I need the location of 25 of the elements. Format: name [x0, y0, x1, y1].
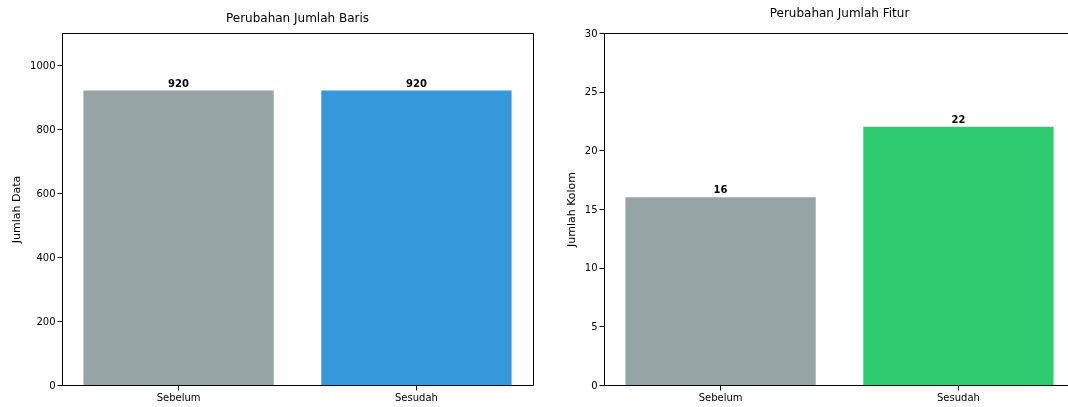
y-tick-label: 1000	[30, 59, 56, 71]
x-tick-label: Sesudah	[937, 391, 980, 403]
y-tick-label: 20	[584, 144, 598, 156]
chart-title: Perubahan Jumlah Fitur	[769, 6, 910, 20]
y-tick-label: 600	[36, 187, 56, 199]
y-axis-title: Jumlah Data	[10, 175, 24, 245]
y-tick-label: 0	[591, 379, 598, 391]
y-tick-label: 200	[36, 315, 56, 327]
x-tick-label: Sebelum	[698, 391, 743, 403]
y-tick-label: 25	[584, 86, 598, 98]
chart-title: Perubahan Jumlah Baris	[225, 11, 370, 25]
y-tick-label: 10	[584, 262, 598, 274]
y-tick-label: 5	[591, 320, 598, 332]
y-tick-label: 30	[584, 27, 598, 39]
x-tick-label: Sebelum	[156, 391, 201, 403]
y-tick-label: 800	[36, 123, 56, 135]
y-tick-label: 400	[36, 251, 56, 263]
y-tick-label: 15	[584, 203, 598, 215]
y-axis-title: Jumlah Kolom	[564, 171, 578, 249]
data-label: 920	[406, 77, 427, 89]
x-tick-label: Sesudah	[395, 391, 438, 403]
data-label: 920	[168, 77, 190, 89]
data-label: 22	[951, 113, 966, 125]
y-tick-label: 0	[49, 379, 56, 391]
data-label: 16	[713, 184, 728, 196]
